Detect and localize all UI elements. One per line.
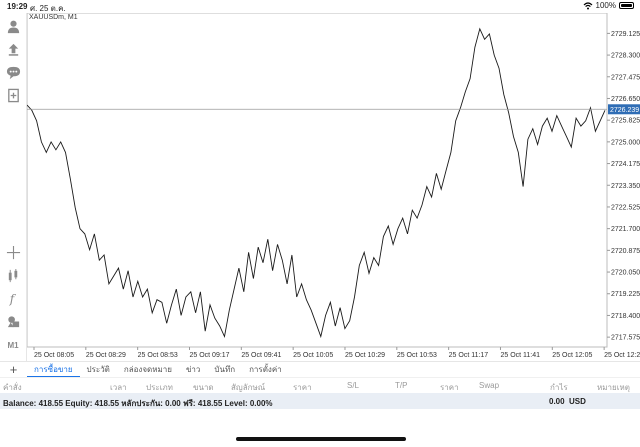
y-tick-label: 2725.000 — [611, 139, 640, 146]
person-icon[interactable] — [4, 17, 22, 35]
col-symbol: สัญลักษณ์ — [231, 383, 266, 392]
add-document-icon[interactable] — [4, 86, 22, 104]
y-tick-label: 2720.875 — [611, 248, 640, 255]
x-tick-label: 25 Oct 08:29 — [86, 352, 126, 359]
x-tick-label: 25 Oct 12:29 — [604, 352, 640, 359]
x-tick-label: 25 Oct 08:05 — [34, 352, 74, 359]
y-tick-label: 2728.300 — [611, 53, 640, 60]
y-tick-label: 2721.700 — [611, 226, 640, 233]
chart-area[interactable]: 2729.125 2728.300 2727.475 2726.650 2725.825… — [27, 13, 640, 361]
x-tick-label: 25 Oct 09:41 — [241, 352, 281, 359]
y-tick-label: 2723.350 — [611, 183, 640, 190]
current-price-label: 2726.239 — [610, 107, 639, 114]
y-tick-label: 2724.175 — [611, 161, 640, 168]
status-indicators: 100% — [583, 1, 634, 10]
battery-icon — [619, 2, 634, 9]
col-order: คำสั่ง — [3, 383, 22, 392]
y-tick-label: 2719.225 — [611, 291, 640, 298]
account-currency: USD — [569, 397, 586, 406]
account-summary: Balance: 418.55 Equity: 418.55 หลักประกั… — [3, 399, 273, 408]
y-tick-label: 2722.525 — [611, 204, 640, 211]
y-tick-label: 2718.400 — [611, 313, 640, 320]
trade-table-header: คำสั่ง เวลา ประเภท ขนาด สัญลักษณ์ ราคา S… — [0, 377, 640, 393]
tab-settings[interactable]: การตั้งค่า — [249, 364, 282, 374]
tab-trade[interactable]: การซื้อขาย — [27, 362, 80, 378]
terminal-tabs: + การซื้อขาย ประวัติ กล่องจดหมาย ข่าว บั… — [0, 361, 640, 378]
home-indicator — [236, 437, 406, 441]
col-comment: หมายเหตุ — [597, 383, 630, 392]
x-tick-label: 25 Oct 11:17 — [449, 352, 489, 359]
tab-journal[interactable]: บันทึก — [214, 364, 236, 374]
y-tick-label: 2717.575 — [611, 335, 640, 342]
status-time: 19:29 — [7, 2, 28, 11]
col-sl: S/L — [347, 381, 360, 390]
x-tick-label: 25 Oct 12:05 — [552, 352, 592, 359]
col-current-price: ราคา — [440, 383, 459, 392]
left-toolbar: f M1 — [0, 13, 27, 361]
svg-text:f: f — [8, 292, 16, 306]
x-tick-label: 25 Oct 08:53 — [138, 352, 178, 359]
chat-icon[interactable] — [4, 63, 22, 81]
price-series-line — [27, 27, 606, 339]
current-price-badge — [608, 104, 640, 115]
symbol-label: XAUUSDm, M1 — [29, 14, 78, 21]
objects-icon[interactable] — [4, 312, 22, 330]
x-tick-label: 25 Oct 09:17 — [189, 352, 229, 359]
status-bar: 19:29 ศ. 25 ต.ค. 100% — [0, 0, 640, 13]
tab-news[interactable]: ข่าว — [185, 364, 201, 374]
crosshair-icon[interactable] — [4, 243, 22, 261]
tab-history[interactable]: ประวัติ — [86, 364, 110, 374]
col-volume: ขนาด — [193, 383, 214, 392]
col-tp: T/P — [395, 381, 408, 390]
col-swap: Swap — [479, 381, 500, 390]
col-profit: กำไร — [550, 383, 568, 392]
plot-frame — [27, 13, 608, 348]
y-tick-label: 2720.050 — [611, 270, 640, 277]
x-tick-label: 25 Oct 10:53 — [397, 352, 437, 359]
indicators-icon[interactable] — [4, 266, 22, 284]
tab-mailbox[interactable]: กล่องจดหมาย — [123, 364, 172, 374]
wifi-icon — [583, 1, 592, 9]
col-time: เวลา — [110, 383, 127, 392]
y-tick-label: 2726.650 — [611, 96, 640, 103]
x-tick-label: 25 Oct 10:05 — [293, 352, 333, 359]
status-date: ศ. 25 ต.ค. — [30, 4, 66, 13]
x-tick-label: 25 Oct 11:41 — [500, 352, 540, 359]
y-tick-label: 2729.125 — [611, 31, 640, 38]
add-tab-icon[interactable]: + — [9, 362, 18, 377]
total-profit: 0.00 — [549, 397, 565, 406]
share-icon[interactable] — [4, 40, 22, 58]
price-chart[interactable]: 2729.125 2728.300 2727.475 2726.650 2725.825… — [27, 13, 640, 361]
x-tick-label: 25 Oct 10:29 — [345, 352, 385, 359]
balance-row[interactable]: Balance: 418.55 Equity: 418.55 หลักประกั… — [0, 393, 640, 409]
col-type: ประเภท — [146, 383, 173, 392]
function-icon[interactable]: f — [4, 289, 22, 307]
timeframe-button[interactable]: M1 — [7, 340, 19, 350]
col-price: ราคา — [293, 383, 312, 392]
y-tick-label: 2727.475 — [611, 74, 640, 81]
battery-percent: 100% — [595, 1, 616, 10]
y-tick-label: 2725.825 — [611, 118, 640, 125]
